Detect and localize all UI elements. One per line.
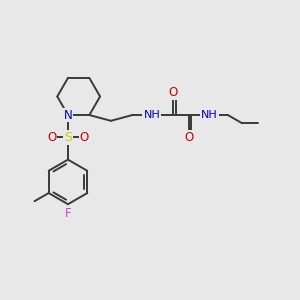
Text: S: S <box>64 131 72 144</box>
Text: O: O <box>169 86 178 99</box>
Text: NH: NH <box>143 110 160 120</box>
Text: NH: NH <box>201 110 218 120</box>
Text: O: O <box>184 131 193 144</box>
Text: O: O <box>80 131 89 144</box>
Text: O: O <box>47 131 56 144</box>
Text: F: F <box>65 207 71 220</box>
Text: N: N <box>64 109 72 122</box>
